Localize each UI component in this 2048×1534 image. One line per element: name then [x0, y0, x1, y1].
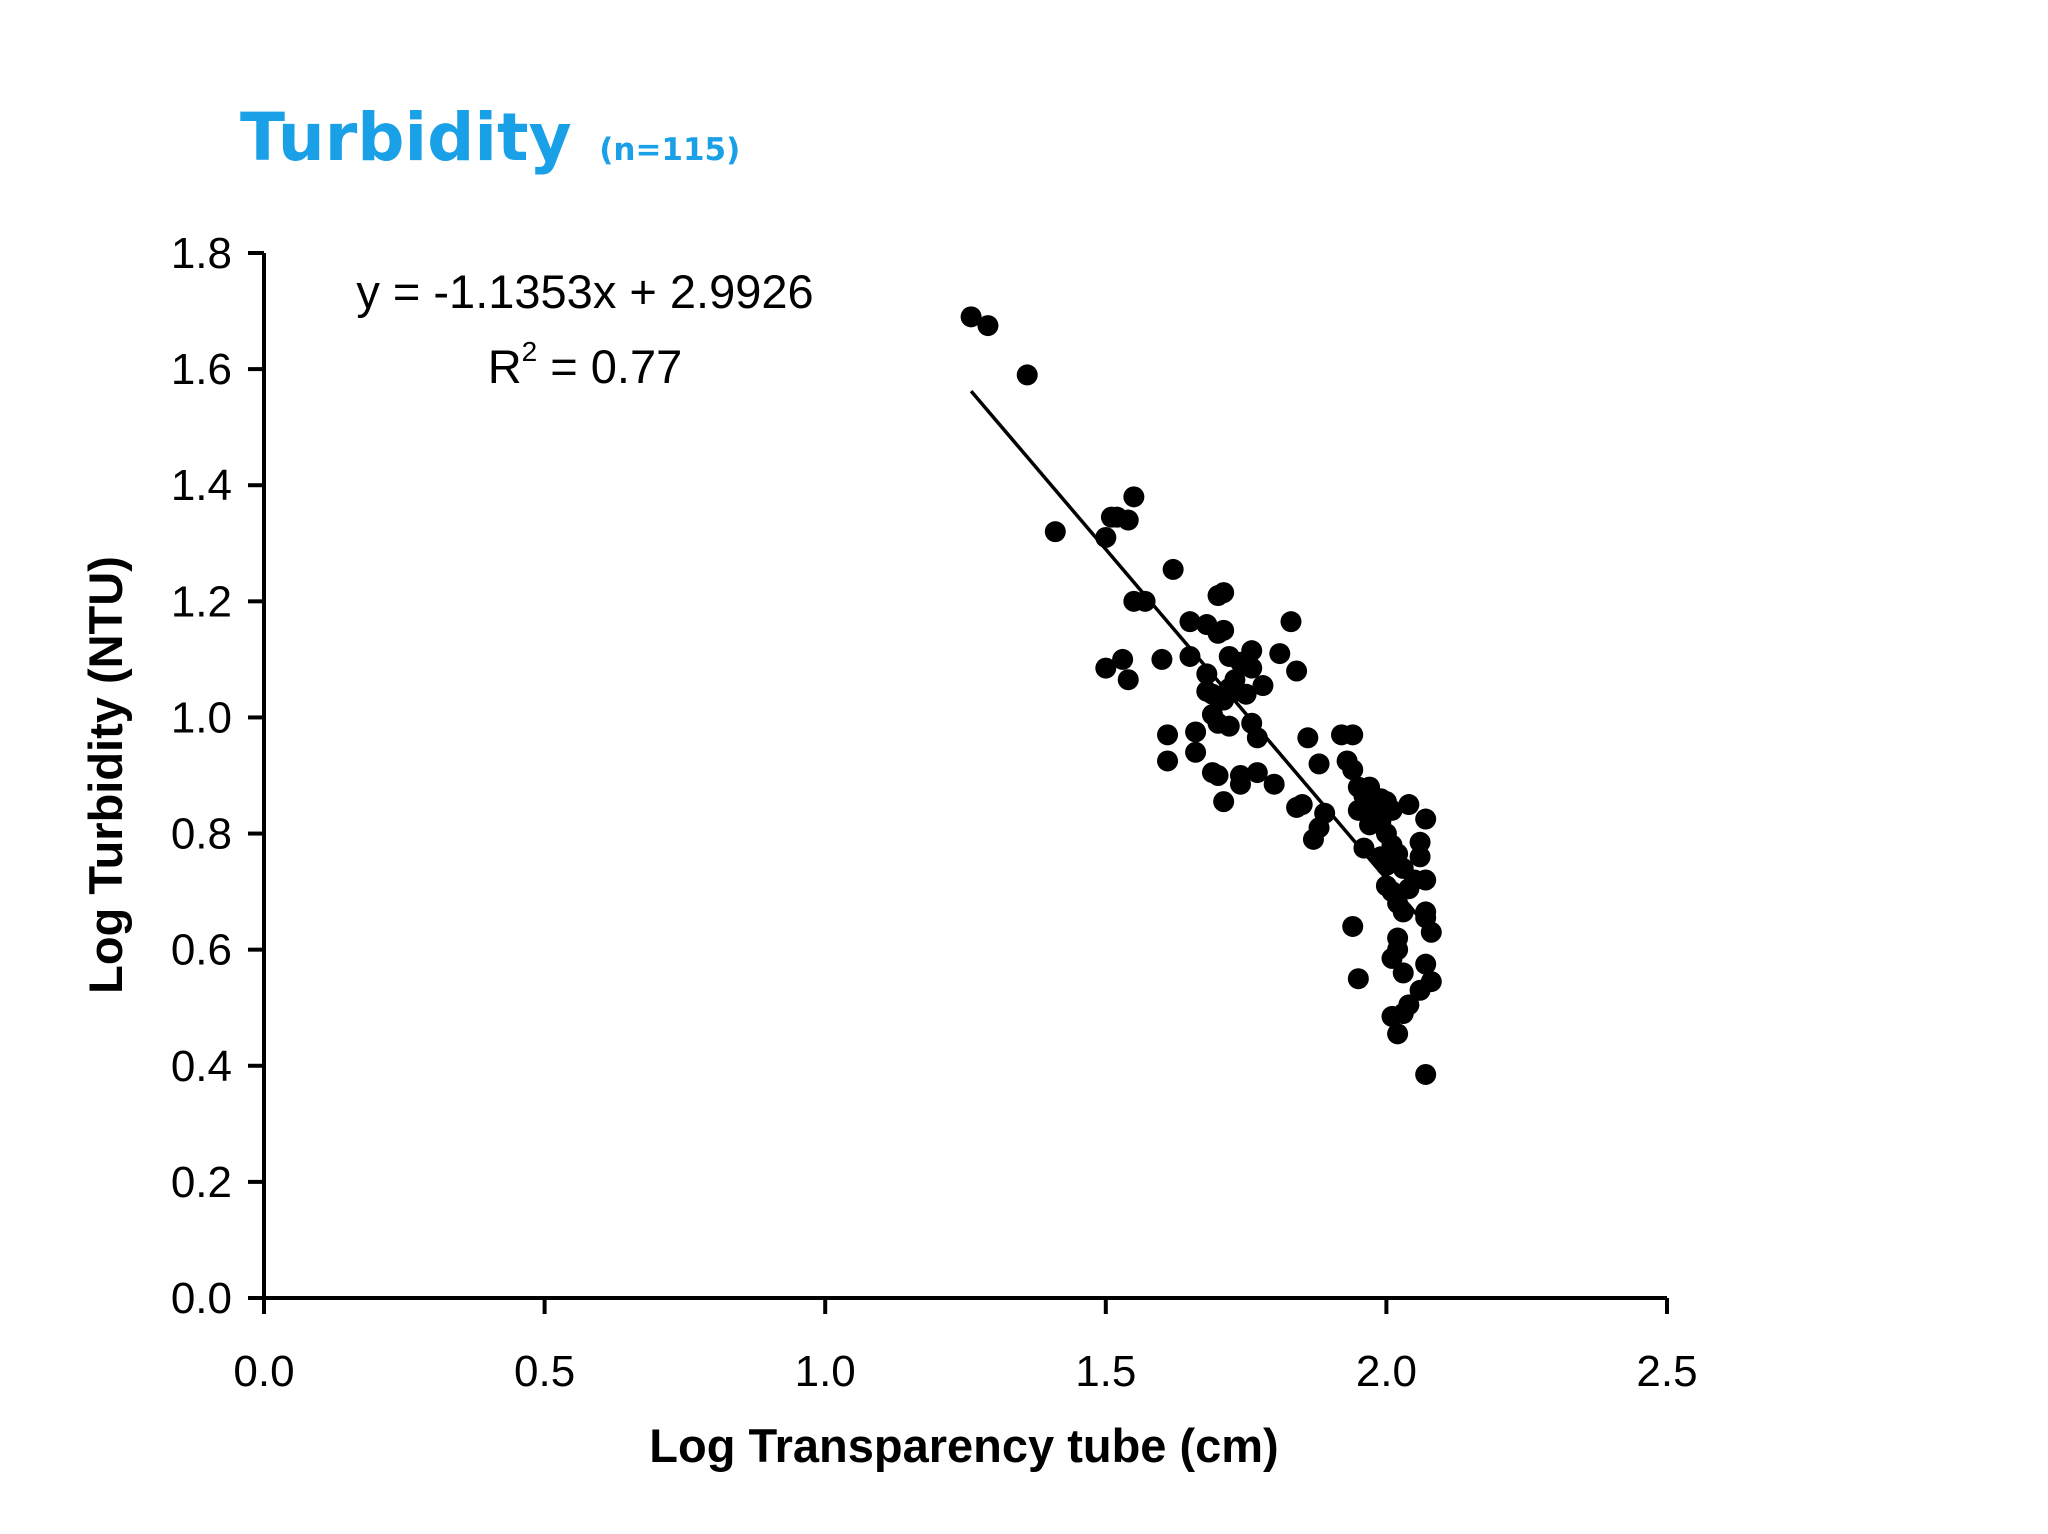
data-point — [1229, 773, 1251, 795]
data-point — [1269, 643, 1291, 665]
data-point — [1252, 675, 1274, 697]
data-point — [1415, 1063, 1437, 1085]
data-point — [1280, 611, 1302, 633]
data-point — [1185, 721, 1207, 743]
x-axis-ticks: 0.0 0.5 1.0 1.5 2.0 2.5 — [233, 1298, 1698, 1396]
data-point — [1286, 660, 1308, 682]
y-tick-label: 0.6 — [171, 926, 232, 975]
data-point — [1342, 724, 1364, 746]
x-tick-label: 0.5 — [514, 1347, 575, 1396]
data-point — [1241, 657, 1263, 679]
data-point — [1179, 645, 1201, 667]
data-point — [1218, 715, 1240, 737]
r-squared-prefix: R — [488, 340, 522, 393]
r-squared-label: R2 = 0.77 — [488, 336, 683, 393]
y-tick-label: 1.4 — [171, 461, 232, 510]
data-point — [1347, 968, 1369, 990]
y-axis-ticks: 0.0 0.2 0.4 0.6 0.8 1.0 1.2 1.4 1.6 1.8 — [171, 229, 264, 1323]
trendline — [969, 389, 1433, 933]
x-tick-label: 0.0 — [233, 1347, 294, 1396]
data-point — [960, 306, 982, 328]
data-point — [1297, 727, 1319, 749]
y-tick-label: 0.0 — [171, 1274, 232, 1323]
data-point — [1151, 648, 1173, 670]
r-squared-superscript: 2 — [522, 336, 538, 367]
y-tick-label: 1.6 — [171, 345, 232, 394]
data-point — [1420, 971, 1442, 993]
x-tick-label: 2.5 — [1636, 1347, 1697, 1396]
data-point — [1134, 590, 1156, 612]
axes — [262, 253, 1667, 1300]
data-point — [1241, 640, 1263, 662]
data-point — [1263, 773, 1285, 795]
data-point — [1381, 799, 1403, 821]
data-point — [1213, 791, 1235, 813]
data-point — [1308, 753, 1330, 775]
y-tick-label: 1.0 — [171, 693, 232, 742]
x-axis-label: Log Transparency tube (cm) — [649, 1419, 1278, 1472]
y-tick-label: 1.8 — [171, 229, 232, 278]
data-point — [977, 315, 999, 337]
data-point — [1353, 837, 1375, 859]
data-point — [1409, 831, 1431, 853]
data-point — [1246, 727, 1268, 749]
y-tick-label: 0.8 — [171, 810, 232, 859]
data-point — [1213, 619, 1235, 641]
data-point — [1387, 1023, 1409, 1045]
data-point — [1213, 582, 1235, 604]
data-point — [1409, 846, 1431, 868]
data-point — [1016, 364, 1038, 386]
data-point — [1342, 759, 1364, 781]
data-point — [1235, 683, 1257, 705]
data-point — [1095, 526, 1117, 548]
data-point — [1123, 486, 1145, 508]
y-tick-label: 0.2 — [171, 1158, 232, 1207]
y-tick-label: 0.4 — [171, 1042, 232, 1091]
data-point — [1387, 939, 1409, 961]
data-point — [1207, 765, 1229, 786]
data-point — [1196, 663, 1218, 685]
data-point — [1179, 611, 1201, 633]
data-point — [1420, 921, 1442, 943]
x-tick-label: 1.5 — [1075, 1347, 1136, 1396]
y-axis-label: Log Turbidity (NTU) — [79, 556, 132, 994]
data-point — [1162, 558, 1184, 580]
chart-title-text: Turbidity — [240, 99, 572, 176]
data-point — [1095, 657, 1117, 679]
r-squared-value: = 0.77 — [537, 340, 682, 393]
x-tick-label: 2.0 — [1356, 1347, 1417, 1396]
data-point — [1392, 962, 1414, 984]
data-point — [1392, 901, 1414, 923]
data-points — [960, 306, 1442, 1085]
data-point — [1117, 509, 1139, 531]
data-point — [1117, 669, 1139, 691]
data-point — [1415, 953, 1437, 975]
data-point — [1112, 648, 1134, 670]
data-point — [1044, 521, 1066, 543]
trendline-equation: y = -1.1353x + 2.9926 — [356, 265, 813, 318]
data-point — [1398, 994, 1420, 1016]
data-point — [1185, 741, 1207, 763]
y-tick-label: 1.2 — [171, 577, 232, 626]
chart-subtitle: (n=115) — [599, 132, 740, 168]
data-point — [1157, 724, 1179, 746]
data-point — [1398, 794, 1420, 816]
x-tick-label: 1.0 — [795, 1347, 856, 1396]
chart-title: Turbidity (n=115) — [240, 99, 740, 176]
data-point — [1314, 802, 1336, 824]
data-point — [1246, 762, 1268, 784]
data-point — [1157, 750, 1179, 772]
data-point — [1291, 794, 1313, 816]
data-point — [1415, 808, 1437, 830]
data-point — [1415, 869, 1437, 891]
trendline-group — [969, 389, 1433, 933]
data-point — [1342, 915, 1364, 937]
